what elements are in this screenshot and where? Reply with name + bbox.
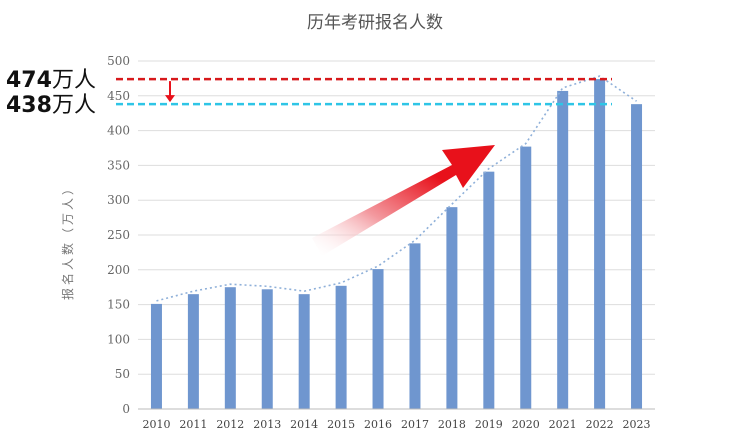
chart-title: 历年考研报名人数: [307, 13, 443, 33]
bar: [409, 243, 421, 409]
x-tick-label: 2013: [253, 418, 281, 431]
y-tick-label: 0: [122, 402, 130, 416]
y-tick-label: 150: [107, 298, 130, 312]
bar: [557, 90, 569, 409]
annotation-label: 438万人: [6, 93, 96, 118]
bar: [446, 207, 458, 409]
x-tick-label: 2020: [512, 418, 540, 431]
grid: [138, 60, 655, 410]
y-tick-label: 400: [107, 124, 130, 138]
x-tick-label: 2011: [179, 418, 207, 431]
annotation-number: 438: [6, 93, 52, 118]
bar: [335, 285, 347, 409]
y-axis-label: 报名人数（万人）: [60, 180, 75, 300]
y-tick-label: 500: [107, 54, 130, 68]
bar: [298, 294, 310, 409]
y-tick-label: 200: [107, 263, 130, 277]
trend-line: [156, 75, 637, 302]
x-tick-label: 2022: [586, 418, 614, 431]
bar: [224, 287, 236, 409]
bar: [631, 104, 643, 409]
x-tick-label: 2019: [475, 418, 503, 431]
bar: [150, 303, 162, 409]
x-tick-label: 2012: [216, 418, 244, 431]
bar: [187, 294, 199, 409]
y-tick-label: 100: [107, 332, 130, 346]
y-axis-ticks: 0 50 100 150 200 250 300 350 400 450 500: [107, 54, 130, 416]
annotation-unit: 万人: [52, 68, 96, 93]
x-tick-label: 2016: [364, 418, 392, 431]
x-tick-label: 2010: [142, 418, 170, 431]
annotation-label: 474万人: [6, 68, 96, 93]
difference-arrow-head: [165, 95, 175, 103]
annotation-number: 474: [6, 68, 52, 93]
x-tick-label: 2021: [549, 418, 577, 431]
y-tick-label: 300: [107, 193, 130, 207]
bar: [520, 146, 532, 409]
y-tick-label: 50: [115, 367, 130, 381]
bars: [138, 79, 655, 410]
x-tick-label: 2023: [623, 418, 651, 431]
bar: [261, 289, 273, 409]
growth-arrow: [312, 145, 495, 256]
y-tick-label: 450: [107, 89, 130, 103]
x-tick-label: 2015: [327, 418, 355, 431]
x-tick-label: 2018: [438, 418, 466, 431]
x-tick-label: 2014: [290, 418, 318, 431]
y-tick-label: 350: [107, 158, 130, 172]
x-axis-ticks: 2010 2011 2012 2013 2014 2015 2016 2017 2018 2019…: [142, 418, 650, 431]
annotation-unit: 万人: [52, 93, 96, 118]
bar: [594, 79, 606, 409]
y-tick-label: 250: [107, 228, 130, 242]
bar: [372, 269, 384, 409]
bar: [483, 171, 495, 409]
x-tick-label: 2017: [401, 418, 429, 431]
